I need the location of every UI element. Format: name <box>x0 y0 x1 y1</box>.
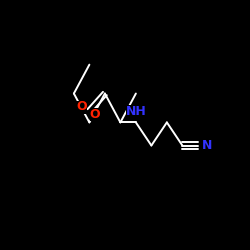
Text: O: O <box>76 100 87 114</box>
Text: O: O <box>90 108 101 121</box>
Text: NH: NH <box>126 105 146 118</box>
Text: N: N <box>202 139 212 152</box>
